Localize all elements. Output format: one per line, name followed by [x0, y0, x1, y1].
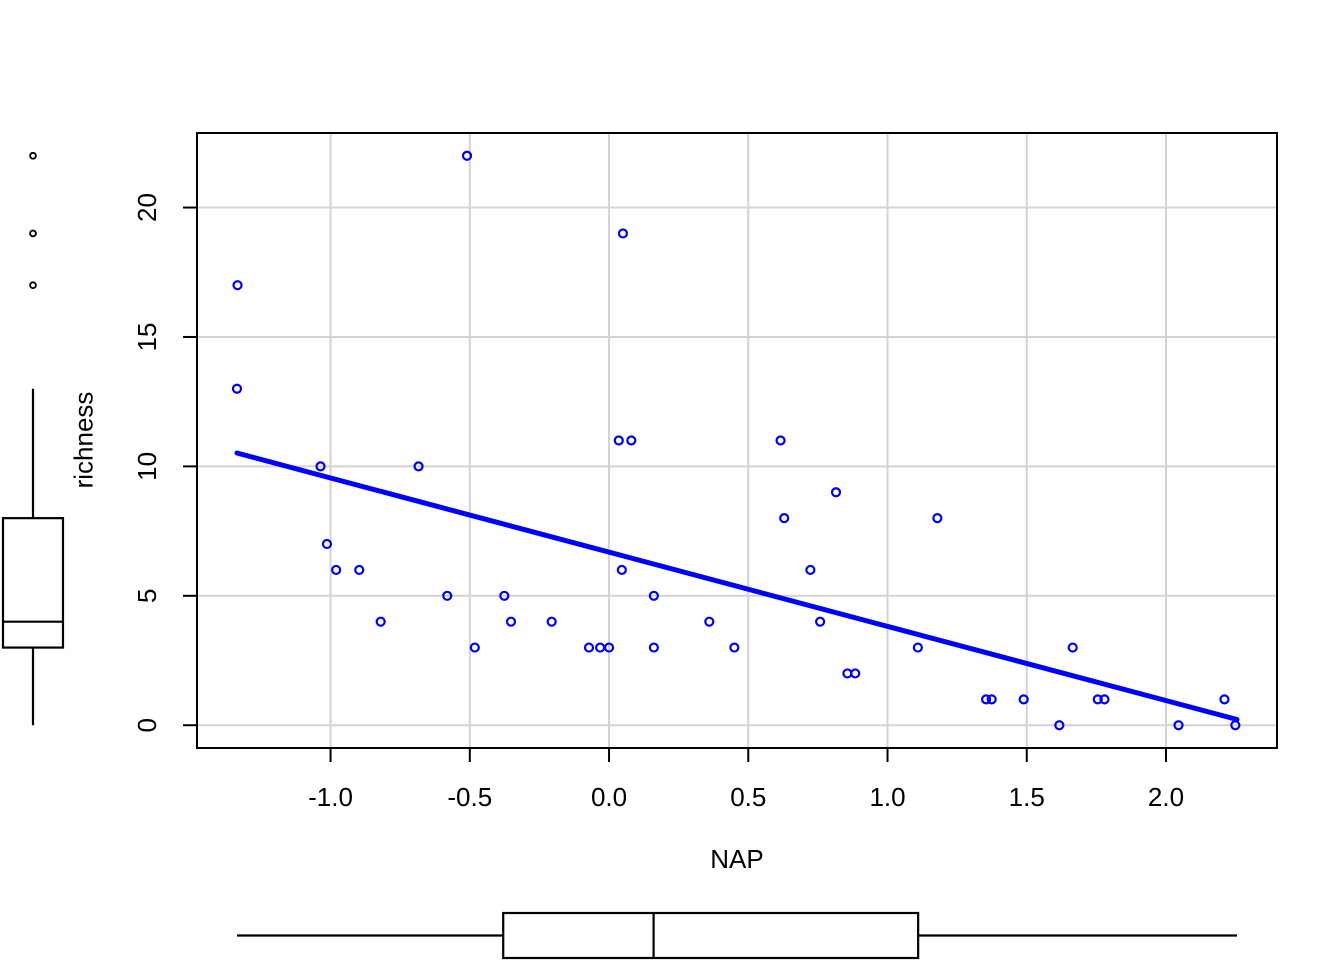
- scatter-point: [315, 461, 326, 472]
- scatter-point: [613, 435, 624, 446]
- scatter-point: [469, 642, 480, 653]
- scatter-point: [603, 642, 615, 653]
- scatter-point: [986, 694, 997, 705]
- scatter-point: [232, 280, 243, 291]
- scatter-point: [815, 616, 826, 627]
- y-tick-label: 20: [132, 193, 162, 222]
- scatter-point: [499, 590, 510, 601]
- scatter-point: [331, 564, 342, 576]
- scatter-point: [779, 513, 790, 524]
- scatter-point: [442, 590, 453, 601]
- scatter-point: [626, 435, 637, 446]
- x-tick-label: -0.5: [447, 782, 492, 812]
- scatter-point: [1067, 642, 1078, 653]
- scatter-point: [805, 564, 816, 576]
- scatter-point: [616, 564, 627, 576]
- scatter-point: [1092, 694, 1103, 705]
- x-axis-title: NAP: [710, 844, 764, 874]
- boxplot-richness-box: [1, 517, 65, 649]
- scatter-point: [231, 383, 243, 394]
- boxplot-nap: [236, 911, 1238, 960]
- x-tick-label: 2.0: [1148, 782, 1184, 812]
- x-tick-label: 0.5: [730, 782, 766, 812]
- scatter-point: [981, 694, 992, 705]
- scatter-point: [775, 435, 786, 446]
- scatter-point: [912, 642, 923, 653]
- scatter-point: [461, 150, 473, 161]
- plot-border: [196, 132, 1278, 749]
- x-tick-label: 0.0: [591, 782, 627, 812]
- scatter-point: [850, 668, 861, 679]
- scatter-point: [583, 642, 595, 653]
- tick-labels: -1.0 -0.5 0.0 0.5 1.0 1.5 2.0 0 5 10 15 20: [132, 193, 1184, 812]
- scatter-points: [231, 150, 1241, 731]
- y-axis-title: richness: [68, 391, 99, 489]
- scatter-point: [546, 616, 557, 627]
- x-tick-label: 1.0: [869, 782, 905, 812]
- scatter-point: [1018, 694, 1029, 705]
- y-tick-label: 15: [132, 323, 162, 352]
- boxplot-richness: [1, 151, 65, 726]
- axis-ticks: [183, 206, 1167, 762]
- scatter-point: [729, 642, 740, 653]
- scatter-point: [830, 487, 842, 498]
- scatter-point: [704, 616, 715, 627]
- regression-line: [234, 450, 1240, 723]
- x-tick-label: -1.0: [308, 782, 353, 812]
- boxplot-richness-outlier: [29, 281, 37, 290]
- scatter-point: [1054, 720, 1065, 731]
- scatter-point: [617, 228, 629, 239]
- scatter-point: [932, 513, 943, 524]
- scatter-point: [321, 538, 333, 550]
- scatter-point: [375, 616, 386, 627]
- scatter-point: [354, 564, 365, 576]
- boxplot-richness-outlier: [29, 151, 37, 160]
- y-tick-label: 0: [132, 718, 162, 732]
- boxplot-richness-outlier: [29, 229, 37, 238]
- scatter-point: [1173, 720, 1184, 731]
- boxplot-nap-box: [502, 911, 920, 960]
- scatter-point: [413, 461, 424, 472]
- y-tick-label: 5: [132, 589, 162, 603]
- scatter-point: [648, 590, 659, 601]
- scatter-point: [1099, 694, 1110, 705]
- gridlines: [197, 133, 1277, 748]
- x-tick-label: 1.5: [1009, 782, 1045, 812]
- y-tick-label: 10: [132, 452, 162, 481]
- scatter-point: [648, 642, 659, 653]
- scatter-point: [505, 616, 517, 627]
- scatter-point: [1219, 694, 1230, 705]
